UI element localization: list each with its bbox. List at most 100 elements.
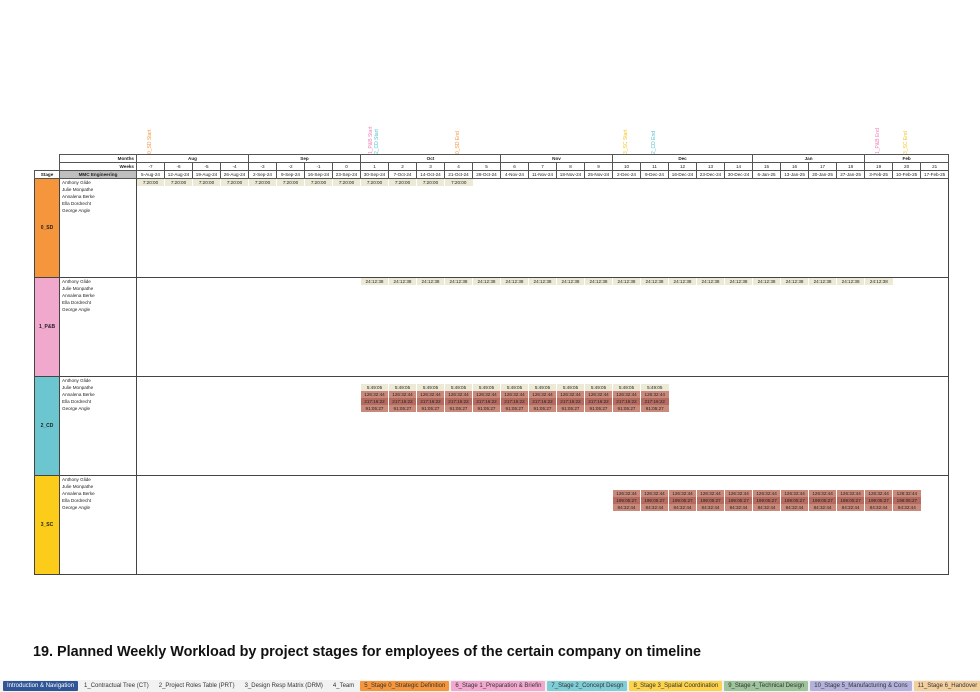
workload-cell bbox=[809, 454, 837, 461]
workload-cell bbox=[836, 270, 865, 278]
workload-cell bbox=[445, 200, 473, 207]
workload-cell bbox=[585, 179, 613, 187]
workload-cell bbox=[837, 327, 865, 334]
workload-cell bbox=[837, 313, 865, 320]
workload-cell bbox=[529, 454, 557, 461]
workload-cell bbox=[165, 546, 193, 553]
sheet-tab[interactable]: 9_Stage 4_Technical Design bbox=[724, 681, 809, 691]
workload-cell bbox=[221, 235, 249, 242]
workload-cell bbox=[137, 384, 165, 391]
sheet-tab[interactable]: 10_Stage 5_Manufacturing & Cons bbox=[810, 681, 912, 691]
workload-cell bbox=[445, 221, 473, 228]
workload-cell bbox=[669, 518, 697, 525]
sheet-tab[interactable]: 11_Stage 6_Handover bbox=[913, 681, 980, 691]
stage-row bbox=[35, 511, 950, 518]
workload-cell bbox=[837, 263, 865, 270]
sheet-tab[interactable]: 2_Project Roles Table (PRT) bbox=[154, 681, 239, 691]
workload-cell bbox=[361, 263, 389, 270]
workload-cell bbox=[221, 560, 249, 567]
workload-cell bbox=[137, 348, 165, 355]
workload-cell bbox=[221, 313, 249, 320]
workload-cell bbox=[613, 327, 641, 334]
workload-cell: 84:32:44 bbox=[892, 504, 921, 511]
workload-cell bbox=[417, 228, 445, 235]
sheet-tab[interactable]: 4_Team bbox=[328, 681, 359, 691]
workload-cell bbox=[725, 228, 753, 235]
workload-cell: 24:12:38 bbox=[668, 277, 697, 285]
workload-cell bbox=[753, 412, 781, 419]
workload-cell bbox=[137, 490, 165, 497]
workload-cell bbox=[165, 327, 193, 334]
workload-cell bbox=[445, 235, 473, 242]
workload-cell bbox=[920, 532, 950, 539]
workload-cell bbox=[920, 193, 950, 200]
workload-cell bbox=[305, 426, 333, 433]
workload-cell bbox=[585, 476, 613, 484]
workload-cell bbox=[389, 461, 417, 468]
weeks-label: Weeks bbox=[59, 162, 137, 171]
week-date: 7-Oct-24 bbox=[388, 170, 417, 179]
sheet-tab[interactable]: 5_Stage 0_Strategic Definition bbox=[360, 681, 450, 691]
week-number: 13 bbox=[696, 162, 725, 171]
workload-cell: 199:05:27 bbox=[780, 497, 809, 504]
stage-row: 3_SC Anthony Glide bbox=[34, 475, 950, 575]
workload-cell bbox=[165, 532, 193, 539]
sheet-tab[interactable]: 3_Design Resp Matrix (DRM) bbox=[240, 681, 327, 691]
workload-cell bbox=[473, 461, 501, 468]
employee-name bbox=[59, 228, 137, 235]
workload-cell bbox=[585, 433, 613, 440]
workload-cell bbox=[920, 376, 950, 384]
workload-cell bbox=[165, 426, 193, 433]
workload-cell bbox=[557, 320, 585, 327]
workload-cell bbox=[277, 560, 305, 567]
workload-cell: 24:12:38 bbox=[472, 277, 501, 285]
workload-cell: 84:32:44 bbox=[723, 504, 753, 511]
workload-cell bbox=[557, 306, 585, 313]
workload-cell bbox=[809, 193, 837, 200]
workload-cell bbox=[557, 377, 585, 385]
workload-cell bbox=[361, 539, 389, 546]
workload-cell bbox=[557, 553, 585, 560]
workload-cell bbox=[753, 186, 781, 193]
workload-cell bbox=[389, 426, 417, 433]
workload-cell bbox=[669, 186, 697, 193]
workload-cell bbox=[585, 228, 613, 235]
workload-cell: 126:32:44 bbox=[723, 490, 753, 497]
week-number: 12 bbox=[668, 162, 697, 171]
workload-cell bbox=[669, 249, 697, 256]
workload-cell bbox=[893, 454, 921, 461]
workload-cell bbox=[584, 567, 613, 575]
sheet-tab[interactable]: 8_Stage 3_Spatial Coordination bbox=[629, 681, 723, 691]
workload-cell bbox=[193, 426, 221, 433]
workload-cell bbox=[361, 334, 389, 341]
workload-cell bbox=[221, 256, 249, 263]
workload-cell bbox=[445, 256, 473, 263]
workload-cell bbox=[669, 193, 697, 200]
workload-cell bbox=[753, 476, 781, 484]
workload-cell bbox=[221, 355, 249, 362]
workload-cell bbox=[221, 483, 249, 490]
employee-name bbox=[59, 235, 137, 242]
workload-cell bbox=[389, 327, 417, 334]
workload-cell bbox=[529, 461, 557, 468]
workload-cell bbox=[613, 334, 641, 341]
stage-row bbox=[35, 454, 950, 461]
sheet-tab[interactable]: 7_Stage 2_Concept Desgn bbox=[547, 681, 628, 691]
workload-cell bbox=[669, 391, 697, 398]
sheet-tab[interactable]: 6_Stage 1_Preparation & Briefin bbox=[451, 681, 546, 691]
workload-cell bbox=[837, 228, 865, 235]
workload-cell bbox=[361, 454, 389, 461]
workload-cell bbox=[613, 419, 641, 426]
workload-cell: 5:49:05 bbox=[556, 384, 585, 391]
workload-cell bbox=[361, 214, 389, 221]
sheet-tab[interactable]: 1_Contractual Tree (CT) bbox=[80, 681, 153, 691]
workload-cell bbox=[445, 186, 473, 193]
workload-cell bbox=[221, 348, 249, 355]
workload-cell bbox=[249, 242, 277, 249]
workload-cell: 126:32:44 bbox=[472, 391, 501, 398]
workload-cell bbox=[753, 299, 781, 306]
workload-cell bbox=[585, 355, 613, 362]
workload-cell bbox=[920, 200, 950, 207]
sheet-tab[interactable]: Introduction & Navigation bbox=[3, 681, 79, 691]
workload-cell bbox=[809, 440, 837, 447]
